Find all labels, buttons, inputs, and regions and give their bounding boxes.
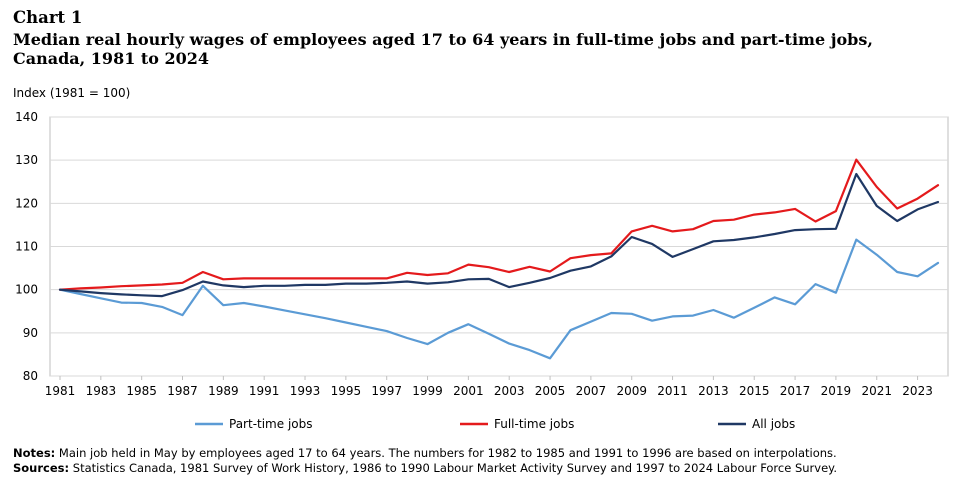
x-tick-label-1995: 1995	[331, 384, 362, 398]
x-tick-label-1997: 1997	[371, 384, 402, 398]
x-tick-label-2017: 2017	[780, 384, 811, 398]
notes-label: Notes:	[13, 446, 56, 460]
y-tick-label-140: 140	[15, 110, 38, 124]
series-line-part-time-jobs	[58, 238, 940, 360]
x-tick-label-1981: 1981	[45, 384, 76, 398]
x-tick-label-2001: 2001	[453, 384, 484, 398]
series-line-all-jobs	[58, 172, 940, 298]
y-tick-label-90: 90	[23, 326, 38, 340]
series-line-full-time-jobs	[58, 158, 940, 291]
y-tick-label-80: 80	[23, 369, 38, 383]
sources-label: Sources:	[13, 461, 70, 475]
x-tick-label-2005: 2005	[535, 384, 566, 398]
grid-lines	[49, 116, 949, 377]
y-axis-ticks: 80 90 100 110 120 130 140	[15, 110, 38, 383]
sources-line: Sources: Statistics Canada, 1981 Survey …	[13, 461, 963, 476]
x-tick-label-1989: 1989	[208, 384, 239, 398]
line-chart: 80 90 100 110 120 130 140 1981 1983 1985 1987 1989…	[15, 110, 949, 431]
notes-text: Main job held in May by employees aged 1…	[55, 446, 837, 460]
y-tick-label-100: 100	[15, 283, 38, 297]
chart-number: Chart 1	[13, 8, 83, 27]
x-tick-label-1983: 1983	[86, 384, 117, 398]
x-tick-label-2007: 2007	[576, 384, 607, 398]
footnotes: Notes: Main job held in May by employees…	[13, 446, 963, 476]
legend-label-full-time-jobs: Full-time jobs	[494, 417, 574, 431]
chart-title-line-1: Median real hourly wages of employees ag…	[13, 30, 873, 49]
x-tick-label-1993: 1993	[290, 384, 321, 398]
notes-line: Notes: Main job held in May by employees…	[13, 446, 963, 461]
x-tick-label-2015: 2015	[739, 384, 770, 398]
y-tick-label-120: 120	[15, 196, 38, 210]
sources-text: Statistics Canada, 1981 Survey of Work H…	[69, 461, 837, 475]
y-axis-label: Index (1981 = 100)	[13, 86, 131, 100]
x-tick-label-2003: 2003	[494, 384, 525, 398]
x-tick-label-1999: 1999	[412, 384, 443, 398]
x-tick-label-2009: 2009	[616, 384, 647, 398]
x-tick-label-2021: 2021	[861, 384, 892, 398]
x-tick-label-2019: 2019	[821, 384, 852, 398]
x-tick-label-2023: 2023	[902, 384, 933, 398]
x-tick-label-1987: 1987	[167, 384, 198, 398]
x-tick-label-2011: 2011	[657, 384, 688, 398]
x-tick-label-1985: 1985	[126, 384, 157, 398]
legend-label-all-jobs: All jobs	[752, 417, 795, 431]
x-axis-ticks: 1981 1983 1985 1987 1989 1991 1993 1995 1997 1999…	[45, 376, 933, 398]
x-tick-label-2013: 2013	[698, 384, 729, 398]
series-lines	[58, 158, 940, 360]
legend: Part-time jobs Full-time jobs All jobs	[195, 417, 795, 431]
x-tick-label-1991: 1991	[249, 384, 280, 398]
chart-title-line-2: Canada, 1981 to 2024	[13, 49, 210, 68]
chart-title: Median real hourly wages of employees ag…	[13, 30, 963, 68]
legend-label-part-time-jobs: Part-time jobs	[229, 417, 313, 431]
y-tick-label-130: 130	[15, 153, 38, 167]
y-tick-label-110: 110	[15, 240, 38, 254]
